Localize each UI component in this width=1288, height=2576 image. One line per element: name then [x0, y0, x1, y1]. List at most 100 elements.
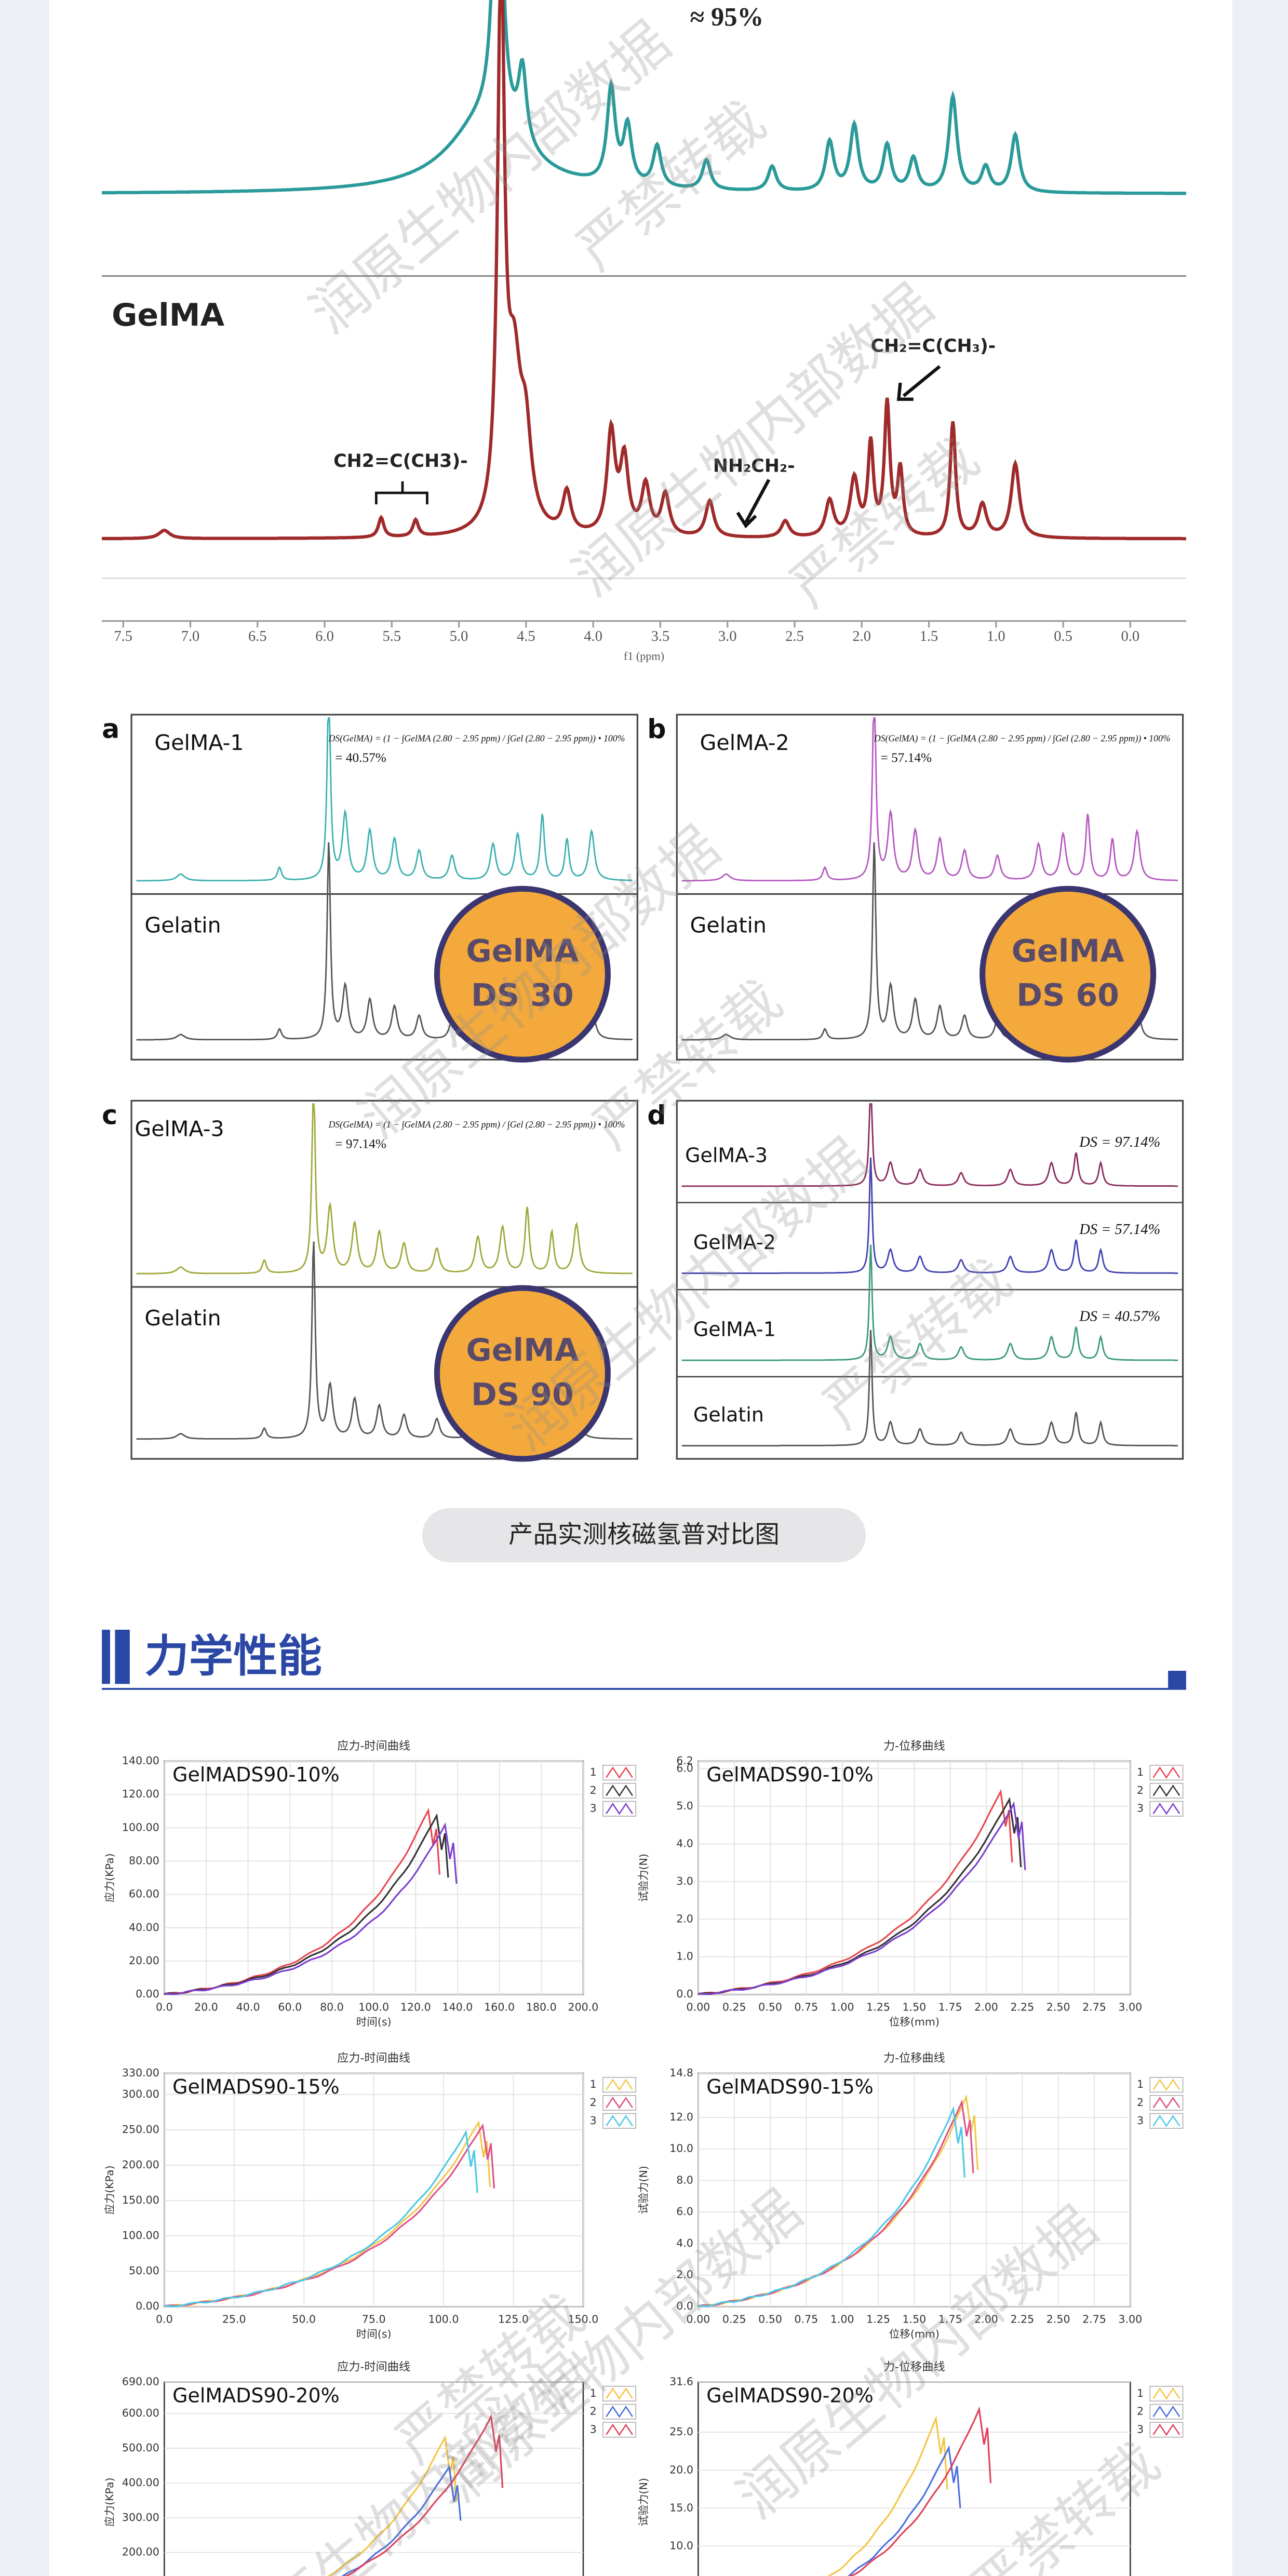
- y-tick-label: 2.0: [676, 1912, 693, 1925]
- annotation: ≈ 95%: [690, 3, 764, 32]
- x-tick-label: 2.75: [1082, 2001, 1106, 2014]
- y-tick-label: 2.0: [676, 2269, 693, 2281]
- y-tick-label: 6.0: [676, 2205, 693, 2218]
- y-tick-label: 330.00: [122, 2067, 159, 2079]
- curve: [341, 2464, 462, 2576]
- x-tick-label: 0.25: [722, 2001, 746, 2014]
- curve: [164, 1822, 458, 1995]
- spectrum-label: GelMA-3: [135, 1116, 224, 1141]
- x-tick-label: 2.00: [974, 2001, 998, 2014]
- x-tick-label: 0.75: [794, 2313, 818, 2326]
- x-tick-label: 0.0: [156, 2313, 173, 2326]
- panel-letter: c: [102, 1100, 117, 1131]
- content: ≈ 95% GelMA CH2=C(CH3)- NH₂CH₂- CH₂=C(CH₃)- 7…: [102, 0, 1186, 2576]
- y-tick-label: 6.2: [676, 1754, 693, 1767]
- legend-label: 2: [590, 2096, 597, 2109]
- legend-swatch: [606, 2097, 633, 2109]
- x-tick-label: 1.25: [866, 2313, 890, 2326]
- legend-swatch: [1152, 1766, 1180, 1779]
- plot-area: [697, 2381, 1131, 2576]
- y-tick-label: 0.0: [676, 1988, 693, 2000]
- axis-label: f1 (ppm): [624, 649, 664, 662]
- legend-swatch: [1152, 2115, 1180, 2127]
- y-tick-label: 300.00: [122, 2511, 159, 2524]
- caption-pill: [422, 1508, 866, 1563]
- annotation: CH2=C(CH3)-: [333, 451, 468, 472]
- formula: DS(GelMA) = (1 − ∫GelMA (2.80 − 2.95 ppm…: [874, 733, 1171, 744]
- caption: 产品实测核磁氢普对比图: [508, 1521, 780, 1549]
- x-tick-label: 2.25: [1010, 2313, 1034, 2326]
- x-tick-label: 0.0: [156, 2001, 173, 2014]
- y-tick-label: 60.00: [129, 1888, 159, 1900]
- y-axis-label: 试验力(N): [637, 2478, 650, 2526]
- legend-label: 3: [590, 2114, 597, 2127]
- y-tick-label: 0.0: [676, 2300, 693, 2312]
- ds-value: DS = 57.14%: [1079, 1222, 1160, 1238]
- chart-label: GelMADS90-10%: [172, 1763, 340, 1786]
- legend-label: 1: [1137, 2078, 1144, 2090]
- y-tick-label: 4.0: [676, 2237, 693, 2249]
- x-tick-label: 100.0: [358, 2001, 389, 2014]
- legend-label: 2: [590, 2405, 597, 2418]
- y-tick-label: 4.0: [676, 1837, 693, 1849]
- chart-title: 应力-时间曲线: [337, 1739, 410, 1753]
- x-tick-label: 75.0: [362, 2313, 386, 2326]
- legend-label: 2: [1137, 1784, 1144, 1796]
- x-tick-label: 0.50: [758, 2001, 782, 2014]
- legend-label: 1: [590, 1766, 597, 1778]
- legend-label: 3: [1137, 1802, 1144, 1815]
- spectrum-label: Gelatin: [693, 1403, 764, 1426]
- spectrum-label: GelMA-2: [693, 1231, 776, 1254]
- panel-letter: a: [102, 714, 119, 744]
- y-axis-label: 试验力(N): [637, 1854, 650, 1902]
- y-tick-label: 15.0: [669, 2501, 693, 2514]
- y-axis-label: 试验力(N): [637, 2166, 650, 2214]
- x-tick-label: 25.0: [222, 2313, 246, 2326]
- legend-swatch: [1152, 1802, 1180, 1815]
- y-tick-label: 200.00: [122, 2546, 159, 2558]
- x-tick-label: 120.0: [400, 2001, 431, 2014]
- y-tick-label: 10.0: [669, 2539, 693, 2552]
- curve: [327, 2435, 458, 2576]
- legend-swatch: [1152, 2387, 1180, 2400]
- legend-swatch: [1152, 2423, 1180, 2436]
- y-axis-label: 应力(KPa): [103, 1853, 116, 1902]
- spectrum-label: Gelatin: [144, 1306, 221, 1331]
- panel-frame: [676, 714, 1184, 1061]
- x-tick-label: 3.00: [1118, 2001, 1142, 2014]
- spectrum: [136, 1103, 633, 1274]
- x-tick-label: 60.0: [278, 2001, 302, 2014]
- x-tick-label: 125.0: [498, 2313, 529, 2326]
- x-tick-label: 2.50: [1046, 2001, 1070, 2014]
- spectrum-label: GelMA-1: [154, 730, 244, 755]
- legend-label: 2: [1137, 2405, 1144, 2418]
- x-axis-label: 位移(mm): [889, 2328, 940, 2340]
- legend-swatch: [606, 2405, 633, 2418]
- legend-swatch: [606, 2423, 633, 2436]
- axis-tick-label: 1.5: [920, 628, 938, 645]
- spectrum-label: GelMA-3: [685, 1144, 768, 1166]
- axis-tick-label: 0.0: [1121, 628, 1140, 645]
- badge-text: GelMA: [466, 933, 579, 969]
- x-tick-label: 1.50: [902, 2001, 926, 2014]
- x-tick-label: 0.50: [758, 2313, 782, 2326]
- axis-tick-label: 4.5: [517, 628, 535, 645]
- legend-swatch: [606, 2387, 633, 2400]
- bracket: [375, 481, 428, 505]
- formula-result: = 40.57%: [335, 750, 386, 765]
- legend-swatch: [1152, 2078, 1180, 2091]
- x-tick-label: 180.0: [526, 2001, 557, 2014]
- y-tick-label: 500.00: [122, 2441, 159, 2454]
- curve: [164, 2129, 478, 2307]
- x-tick-label: 2.75: [1082, 2313, 1106, 2326]
- badge-text: GelMA: [1012, 933, 1124, 969]
- y-tick-label: 1.0: [676, 1950, 693, 1963]
- chart-label: GelMADS90-20%: [706, 2384, 874, 2407]
- y-tick-label: 100.00: [122, 2229, 159, 2242]
- spectrum: [681, 1157, 1178, 1274]
- legend-swatch: [1152, 2097, 1180, 2109]
- badge: [980, 886, 1157, 1063]
- y-tick-label: 8.0: [676, 2174, 693, 2186]
- y-tick-label: 600.00: [122, 2407, 159, 2419]
- title-bar: [115, 1629, 130, 1684]
